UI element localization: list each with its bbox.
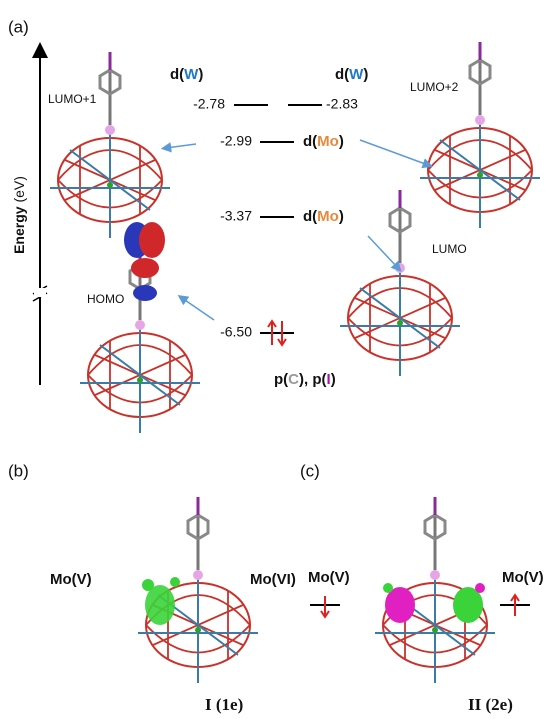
energy-value: -3.37 — [220, 208, 252, 224]
energy-value: -2.78 — [193, 96, 225, 112]
lumo2-structure — [420, 42, 540, 228]
axis-label: Energy (eV) — [11, 176, 27, 254]
t: Mo — [317, 208, 339, 225]
orbital-name: LUMO+2 — [410, 80, 459, 94]
axis-label-main: Energy — [11, 206, 27, 254]
character-label: d(Mo) — [303, 133, 344, 150]
t: d( — [303, 208, 317, 225]
axis-label-unit: (eV) — [11, 176, 27, 202]
oxidation-label: Mo(V) — [308, 569, 350, 586]
t: p( — [274, 371, 288, 388]
t: ), p( — [299, 371, 327, 388]
character-label: d(W) — [170, 66, 203, 83]
t: ) — [363, 66, 368, 83]
state-caption: II (2e) — [468, 695, 513, 714]
state-caption: I (1e) — [205, 695, 243, 714]
panel-label: (a) — [8, 17, 29, 36]
energy-value: -2.99 — [220, 133, 252, 149]
orbital-name: HOMO — [87, 292, 124, 306]
t: ) — [339, 208, 344, 225]
t: ) — [198, 66, 203, 83]
t: W — [349, 66, 364, 83]
axis-break-gap — [34, 288, 46, 297]
t: W — [184, 66, 199, 83]
homo-lobes — [124, 222, 165, 301]
t: d( — [170, 66, 184, 83]
lumo1-structure — [50, 52, 170, 238]
character-label: d(Mo) — [303, 208, 344, 225]
character-label: p(C), p(I) — [274, 371, 336, 388]
t: Mo — [317, 133, 339, 150]
orbital-name: LUMO+1 — [48, 92, 97, 106]
energy-value: -2.83 — [326, 96, 358, 112]
figure: (a) Energy (eV) LUMO+1 LUMO+2 LUMO HOMO … — [0, 0, 558, 719]
t: ) — [331, 371, 336, 388]
oxidation-label: Mo(V) — [50, 571, 92, 588]
energy-value: -6.50 — [220, 324, 252, 340]
pointer-arrows — [166, 140, 428, 320]
t: d( — [335, 66, 349, 83]
orbital-name: LUMO — [432, 242, 467, 256]
lumo-structure — [340, 190, 460, 376]
oxidation-label: Mo(V) — [502, 569, 544, 586]
character-label: d(W) — [335, 66, 368, 83]
t: ) — [339, 133, 344, 150]
oxidation-label: Mo(VI) — [250, 571, 296, 588]
spin-down — [321, 596, 329, 617]
t: C — [288, 371, 299, 388]
t: d( — [303, 133, 317, 150]
panel-label: (c) — [300, 461, 320, 480]
panel-label: (b) — [8, 461, 29, 480]
